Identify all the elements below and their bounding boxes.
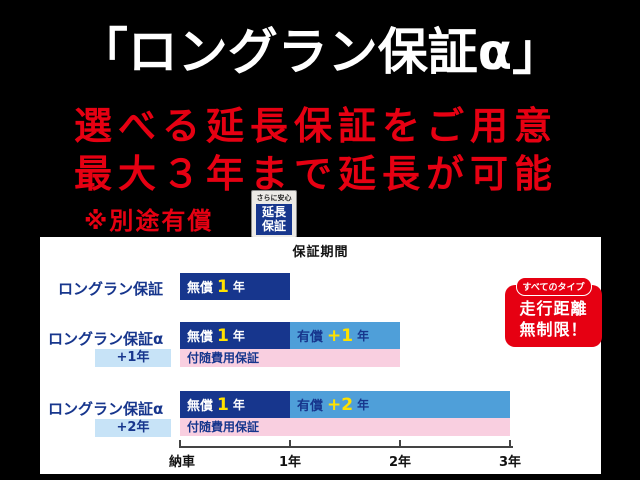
bar-year-unit: 年 bbox=[232, 398, 245, 412]
bar-fee-label: 有償 bbox=[297, 399, 324, 414]
bar-year-number: 1 bbox=[217, 325, 229, 346]
x-axis-line bbox=[179, 446, 513, 448]
page-title: 「ロングラン保証α」 bbox=[77, 23, 563, 81]
warranty-chart-panel: 保証期間 ロングラン保証 ロングラン保証α +1年 ロングラン保証α +2年 無… bbox=[40, 237, 602, 474]
bar-year-unit: 年 bbox=[357, 329, 370, 343]
tick-label-year1: 1年 bbox=[278, 455, 302, 470]
row-label-longrun: ロングラン保証 bbox=[58, 280, 164, 298]
bar-year-number: 1 bbox=[217, 394, 229, 415]
chart-title: 保証期間 bbox=[292, 245, 349, 260]
bar-year-number: 1 bbox=[217, 276, 229, 297]
badge-line2: 無制限！ bbox=[519, 319, 588, 339]
row-label-longrun-alpha-2: ロングラン保証α bbox=[48, 400, 164, 418]
stamp-line2: 保証 bbox=[261, 218, 286, 233]
row-sublabel-plus1year: +1年 bbox=[95, 349, 171, 367]
stamp-top-label: さらに安心 bbox=[256, 194, 292, 202]
stamp-line1: 延長 bbox=[261, 204, 286, 219]
headline-line2: 最大３年まで延長が可能 bbox=[74, 152, 559, 196]
tick-label-year2: 2年 bbox=[388, 455, 412, 470]
x-axis-tick bbox=[289, 440, 291, 448]
bar-fee-label: 無償 bbox=[187, 330, 214, 345]
bar-year-number: +1 bbox=[327, 325, 354, 346]
bar-row1-free: 無償 1 年 bbox=[180, 273, 290, 300]
tick-label-delivery: 納車 bbox=[168, 455, 196, 470]
bar-year-unit: 年 bbox=[357, 398, 370, 412]
extended-warranty-stamp-icon: さらに安心 延長 保証 bbox=[251, 190, 297, 238]
stamp-body: 延長 保証 bbox=[256, 204, 292, 235]
badge-all-types-pill: すべてのタイプ bbox=[515, 277, 592, 296]
bar-year-number: +2 bbox=[327, 394, 354, 415]
bar-year-unit: 年 bbox=[232, 329, 245, 343]
bar-row3-free: 無償 1 年 bbox=[180, 391, 290, 418]
incidental-cost-bar-row3: 付随費用保証 bbox=[180, 418, 510, 436]
row-label-longrun-alpha-1: ロングラン保証α bbox=[48, 330, 164, 348]
headline-line1: 選べる延長保証をご用意 bbox=[74, 104, 559, 148]
bar-year-unit: 年 bbox=[232, 280, 245, 294]
x-axis-tick bbox=[179, 440, 181, 448]
badge-line1: 走行距離 bbox=[519, 299, 588, 318]
unlimited-mileage-badge: すべてのタイプ 走行距離 無制限！ bbox=[505, 277, 602, 347]
x-axis-tick bbox=[399, 440, 401, 448]
bar-fee-label: 無償 bbox=[187, 281, 214, 296]
bar-fee-label: 無償 bbox=[187, 399, 214, 414]
bar-fee-label: 有償 bbox=[297, 330, 324, 345]
incidental-cost-bar-row2: 付随費用保証 bbox=[180, 349, 400, 367]
paid-option-note: ※別途有償 bbox=[84, 207, 214, 235]
bar-row2-paid: 有償 +1 年 bbox=[290, 322, 400, 349]
row-sublabel-plus2year: +2年 bbox=[95, 419, 171, 437]
badge-text: 走行距離 無制限！ bbox=[505, 299, 602, 341]
bar-row3-paid: 有償 +2 年 bbox=[290, 391, 510, 418]
incidental-cost-label: 付随費用保証 bbox=[187, 420, 260, 434]
tick-label-year3: 3年 bbox=[498, 455, 522, 470]
incidental-cost-label: 付随費用保証 bbox=[187, 351, 260, 365]
bar-row2-free: 無償 1 年 bbox=[180, 322, 290, 349]
x-axis-tick bbox=[509, 440, 511, 448]
